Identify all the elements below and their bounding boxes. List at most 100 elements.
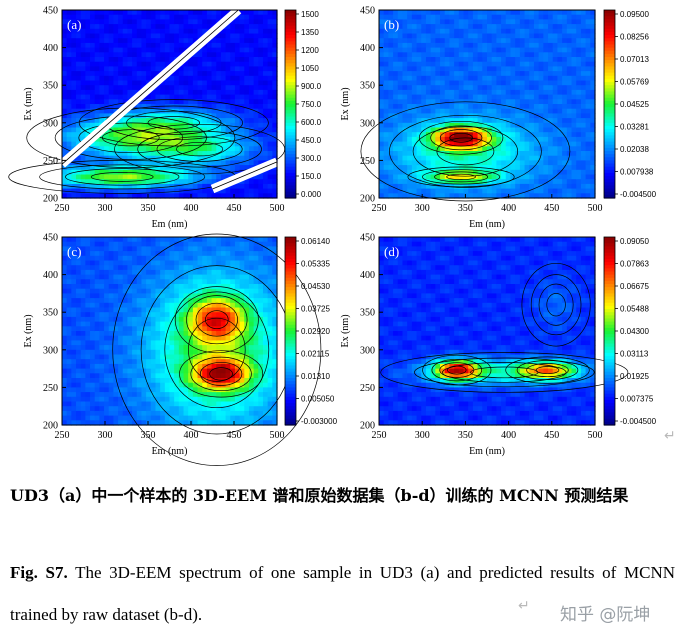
heatmap-cell: [505, 136, 512, 143]
heatmap-cell: [421, 38, 427, 44]
heatmap-cell: [393, 108, 399, 114]
heatmap-cell: [122, 24, 129, 30]
heatmap-cell: [379, 38, 385, 44]
heatmap-cell: [113, 241, 119, 247]
heatmap-cell: [585, 89, 591, 96]
heatmap-cell: [253, 127, 259, 133]
heatmap-cell: [85, 293, 91, 299]
heatmap-cell: [174, 127, 180, 133]
heatmap-cell: [562, 183, 568, 190]
heatmap-cell: [458, 38, 465, 44]
heatmap-cell: [94, 52, 100, 58]
heatmap-cell: [90, 155, 96, 161]
heatmap-cell: [272, 188, 278, 194]
heatmap-cell: [174, 251, 180, 257]
heatmap-cell: [552, 113, 559, 119]
heatmap-cell: [533, 75, 540, 82]
heatmap-cell: [76, 174, 82, 180]
heatmap-cell: [66, 382, 72, 388]
heatmap-cell: [472, 193, 479, 199]
heatmap-cell: [505, 19, 512, 25]
heatmap-cell: [66, 406, 72, 412]
heatmap-cell: [529, 52, 535, 58]
colorbar-segment: [604, 138, 615, 143]
heatmap-cell: [211, 85, 217, 91]
heatmap-cell: [379, 80, 385, 86]
heatmap-cell: [524, 122, 530, 129]
heatmap-cell: [76, 24, 82, 30]
heatmap-cell: [402, 61, 408, 67]
heatmap-cell: [225, 33, 231, 39]
heatmap-cell: [388, 33, 394, 39]
heatmap-cell: [118, 241, 124, 247]
heatmap-cell: [566, 160, 573, 166]
heatmap-cell: [71, 179, 77, 185]
heatmap-cell: [425, 165, 432, 171]
heatmap-cell: [66, 38, 72, 44]
heatmap-cell: [524, 10, 530, 16]
heatmap-cell: [576, 75, 582, 82]
heatmap-cell: [463, 169, 469, 176]
heatmap-cell: [99, 188, 105, 194]
heatmap-cell: [458, 71, 465, 77]
heatmap-cell: [407, 151, 413, 157]
heatmap-cell: [192, 183, 199, 190]
heatmap-cell: [169, 80, 175, 86]
heatmap-cell: [585, 24, 591, 30]
heatmap-cell: [164, 255, 171, 262]
heatmap-cell: [80, 169, 86, 176]
heatmap-cell: [580, 169, 587, 176]
heatmap-cell: [407, 52, 413, 58]
heatmap-cell: [524, 179, 530, 185]
heatmap-cell: [239, 94, 245, 100]
heatmap-cell: [118, 269, 124, 276]
heatmap-cell: [192, 155, 199, 161]
heatmap-cell: [104, 38, 110, 44]
heatmap-cell: [104, 260, 110, 266]
heatmap-cell: [262, 52, 269, 58]
heatmap-cell: [76, 368, 82, 374]
heatmap-cell: [244, 132, 250, 138]
heatmap-cell: [174, 382, 180, 388]
heatmap-cell: [85, 42, 91, 49]
heatmap-cell: [104, 340, 110, 346]
heatmap-cell: [552, 57, 559, 63]
heatmap-cell: [225, 66, 231, 72]
heatmap-cell: [169, 52, 175, 58]
heatmap-cell: [174, 47, 180, 53]
heatmap-cell: [90, 293, 96, 299]
heatmap-cell: [178, 260, 185, 266]
heatmap-cell: [141, 392, 147, 398]
heatmap-cell: [132, 155, 138, 161]
heatmap-cell: [505, 80, 512, 86]
heatmap-cell: [262, 19, 269, 25]
heatmap-cell: [463, 33, 469, 39]
heatmap-cell: [90, 349, 96, 356]
heatmap-cell: [169, 193, 175, 199]
heatmap-cell: [122, 71, 129, 77]
heatmap-cell: [468, 136, 474, 143]
heatmap-cell: [472, 38, 479, 44]
heatmap-cell: [421, 14, 427, 20]
heatmap-cell: [576, 28, 582, 35]
heatmap-cell: [122, 335, 129, 341]
heatmap-cell: [146, 122, 152, 129]
heatmap-cell: [411, 47, 418, 53]
heatmap-cell: [538, 52, 544, 58]
heatmap-cell: [90, 316, 96, 323]
heatmap-cell: [76, 345, 82, 351]
heatmap-cell: [220, 160, 227, 166]
heatmap-cell: [113, 193, 119, 199]
heatmap-cell: [113, 345, 119, 351]
heatmap-cell: [267, 24, 273, 30]
heatmap-cell: [174, 396, 180, 403]
colorbar-segment: [285, 129, 296, 133]
heatmap-cell: [150, 165, 157, 171]
colorbar-segment: [285, 144, 296, 149]
heatmap-cell: [533, 52, 540, 58]
heatmap-cell: [80, 373, 86, 379]
heatmap-cell: [76, 420, 82, 426]
heatmap-cell: [253, 71, 259, 77]
heatmap-cell: [230, 52, 236, 58]
heatmap-cell: [188, 14, 194, 20]
